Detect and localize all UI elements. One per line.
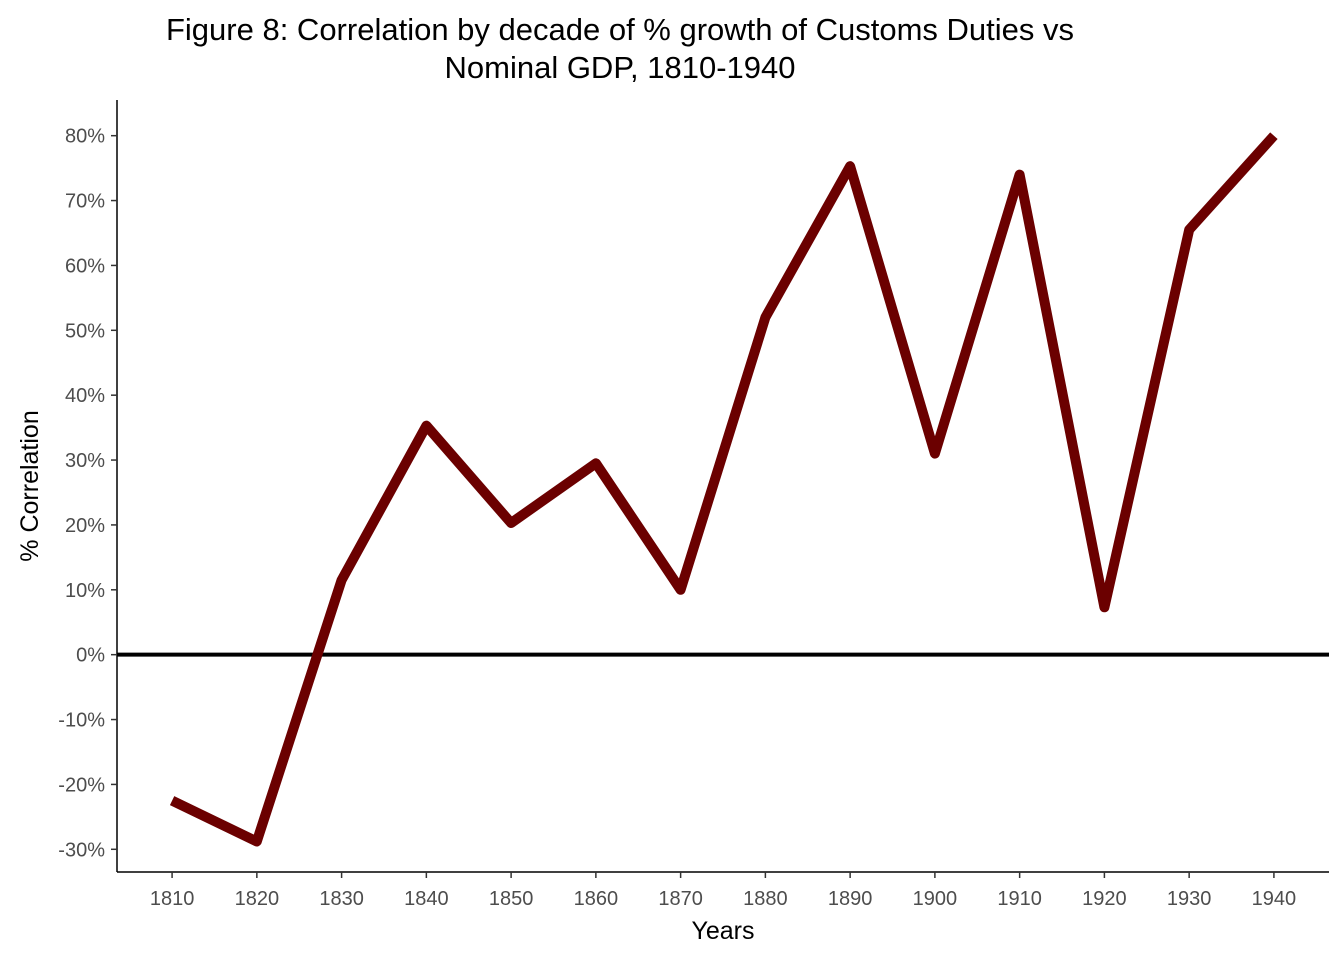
x-tick-label: 1860 (574, 888, 619, 910)
data-series (169, 132, 1278, 847)
x-tick-label: 1830 (319, 888, 364, 910)
y-tick-label: -30% (58, 839, 105, 861)
x-tick-label: 1880 (743, 888, 788, 910)
x-tick-label: 1820 (235, 888, 280, 910)
y-axis-title: % Correlation (16, 410, 44, 561)
y-tick-label: -10% (58, 710, 105, 732)
x-tick-label: 1890 (828, 888, 873, 910)
y-tick-label: 10% (65, 580, 105, 602)
chart-title-line-1: Figure 8: Correlation by decade of % gro… (166, 12, 1074, 47)
y-tick-label: 30% (65, 450, 105, 472)
x-tick-label: 1930 (1167, 888, 1212, 910)
x-tick-label: 1870 (658, 888, 703, 910)
x-tick-label: 1840 (404, 888, 449, 910)
y-tick-label: 80% (65, 126, 105, 148)
x-tick-label: 1910 (997, 888, 1042, 910)
y-axis: 80% 70% 60% 50% 40% 30% 20% 10% 0% -10% -20% -30% (58, 100, 118, 872)
x-axis-title: Years (691, 917, 754, 945)
y-tick-label: 70% (65, 191, 105, 213)
y-tick-label: -20% (58, 774, 105, 796)
y-tick-label: 20% (65, 515, 105, 537)
y-tick-label: 40% (65, 385, 105, 407)
y-tick-label: 50% (65, 320, 105, 342)
chart-title-line-2: Nominal GDP, 1810-1940 (445, 50, 796, 85)
x-tick-label: 1940 (1252, 888, 1297, 910)
correlation-series-line (169, 132, 1278, 847)
x-tick-label: 1920 (1082, 888, 1127, 910)
x-tick-label: 1810 (150, 888, 195, 910)
y-tick-label: 0% (76, 645, 105, 667)
y-tick-label: 60% (65, 255, 105, 277)
x-tick-label: 1850 (489, 888, 534, 910)
x-tick-label: 1900 (913, 888, 958, 910)
x-axis: 1810 1820 1830 1840 1850 1860 1870 1880 1890 1900… (117, 871, 1329, 910)
